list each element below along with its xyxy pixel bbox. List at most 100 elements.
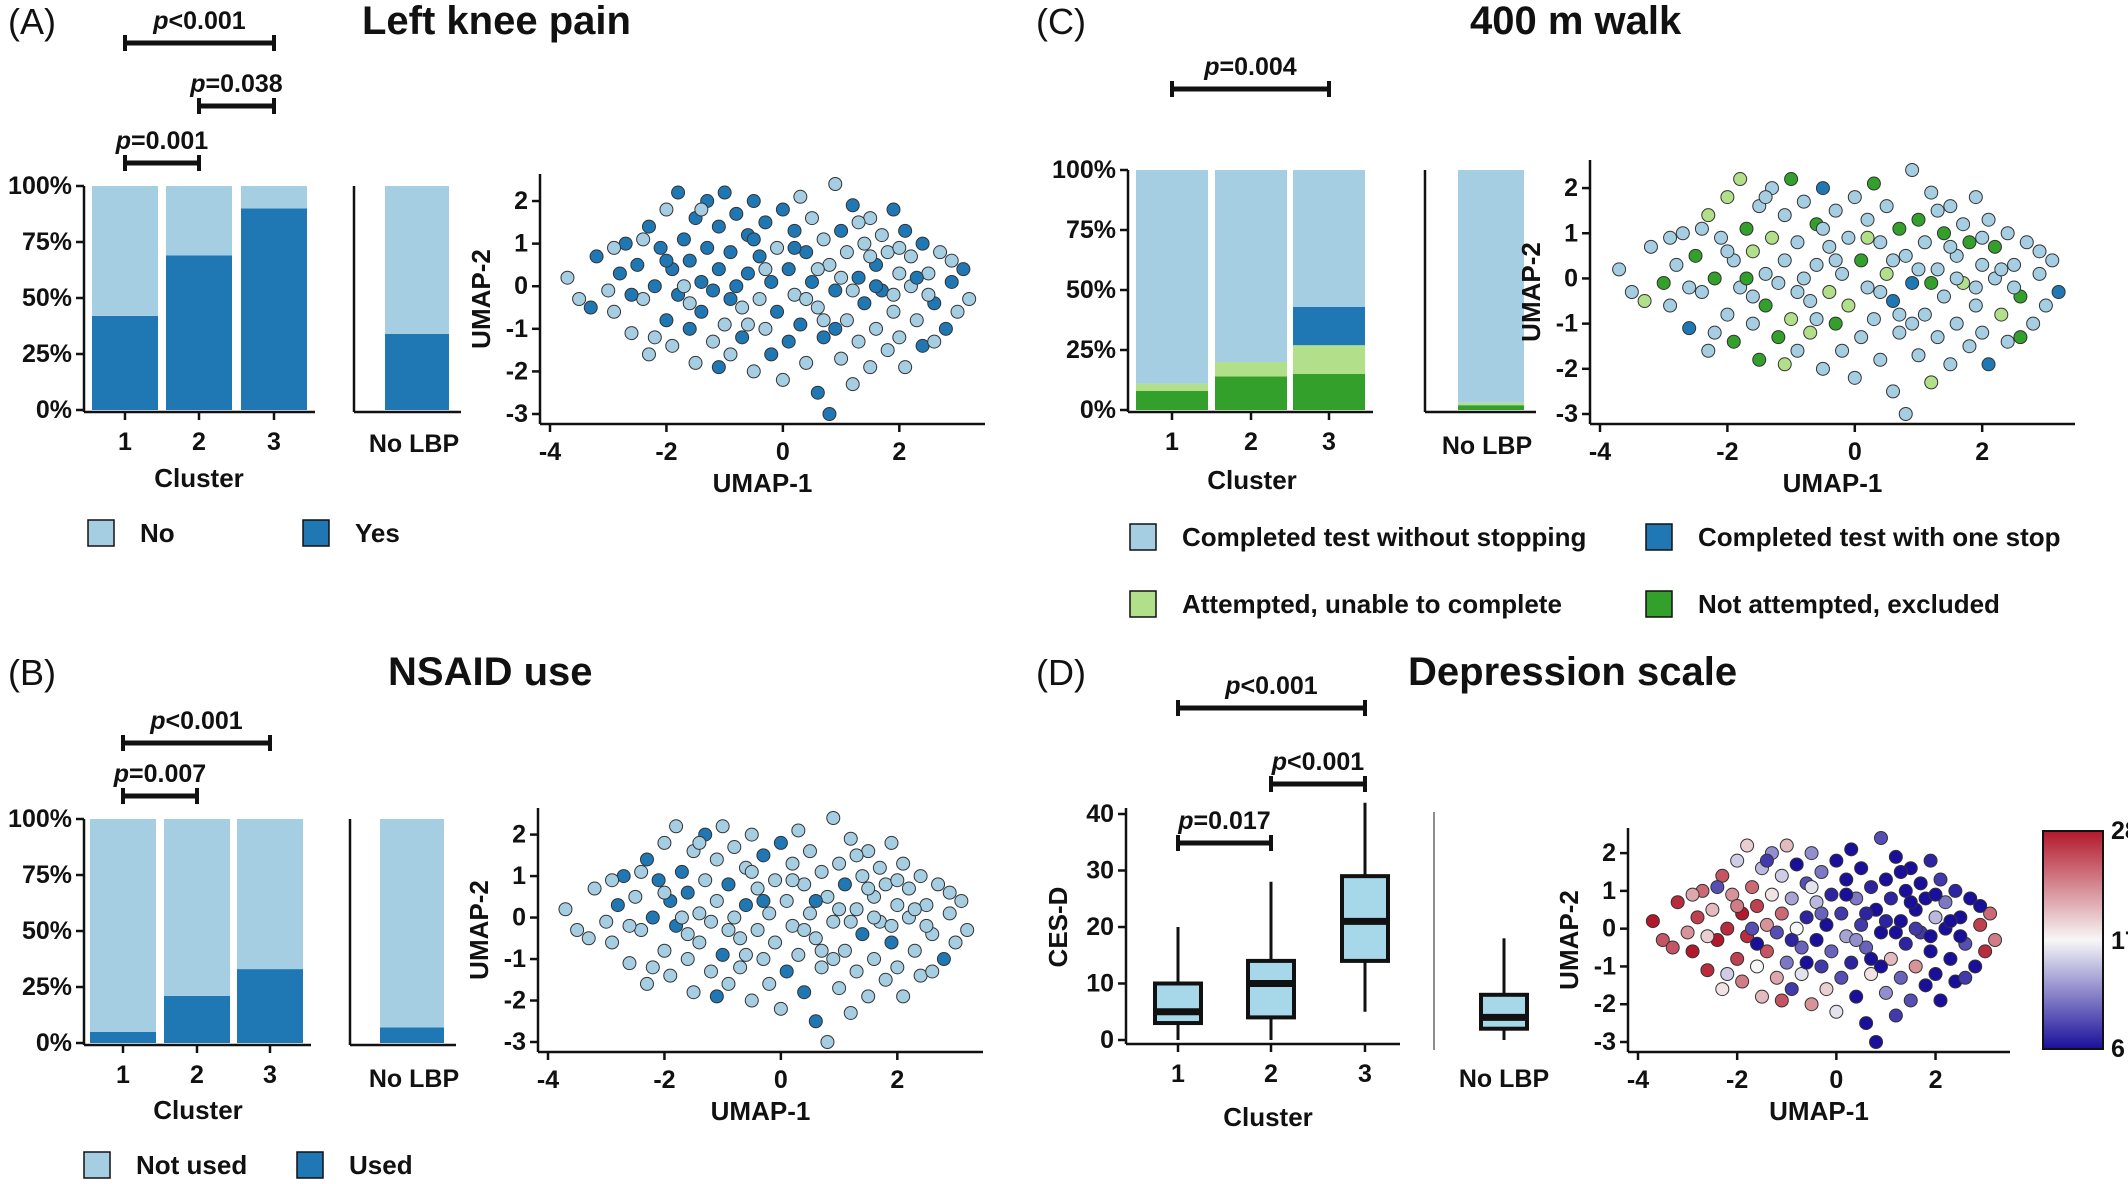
umap-point — [636, 292, 651, 306]
umap-point — [1804, 846, 1819, 861]
umap-point — [814, 864, 829, 879]
umap-point — [733, 931, 748, 946]
panel-a-title: Left knee pain — [362, 0, 631, 43]
umap-x-tick-label: -2 — [1726, 1066, 1748, 1094]
umap-x-tick-label: 0 — [774, 1066, 788, 1094]
umap-point — [723, 347, 738, 362]
umap-point — [639, 976, 654, 991]
bar-2-1 — [1215, 362, 1287, 377]
box-1-box — [1153, 981, 1203, 1026]
umap-point — [785, 856, 800, 871]
bar-1-3 — [1136, 170, 1208, 384]
umap-point — [1844, 955, 1859, 970]
umap-point — [1860, 212, 1875, 227]
bar-1-1 — [1136, 383, 1208, 391]
umap-point — [1943, 951, 1958, 966]
umap-point — [634, 864, 649, 879]
umap-point — [630, 257, 645, 272]
umap-point — [1784, 891, 1799, 906]
y-tick-label: 75% — [22, 861, 72, 889]
umap-point — [641, 347, 656, 362]
umap-point — [1841, 298, 1856, 313]
umap-point — [665, 338, 680, 353]
umap-point — [641, 219, 656, 234]
umap-point — [1824, 887, 1839, 902]
umap-point — [1873, 285, 1888, 299]
umap-point — [845, 377, 860, 392]
umap-point — [669, 819, 684, 834]
umap-point — [1928, 887, 1943, 902]
umap-point — [1873, 831, 1888, 845]
umap-point — [1710, 880, 1725, 895]
umap-point — [849, 964, 864, 979]
bar-no-lbp-1 — [1458, 402, 1524, 406]
umap-point — [1750, 959, 1765, 974]
umap-point — [857, 296, 872, 311]
panel-d-nolbp-label: No LBP — [1459, 1065, 1549, 1093]
legend-b-not-used-label: Not used — [136, 1150, 247, 1180]
umap-point — [884, 835, 899, 850]
umap-point — [954, 893, 969, 908]
umap-point — [1745, 244, 1760, 259]
umap-y-tick-label: 0 — [514, 272, 528, 300]
umap-point — [607, 240, 622, 255]
umap-point — [1958, 970, 1973, 985]
umap-point — [1688, 248, 1703, 263]
umap-point — [1675, 226, 1690, 241]
umap-point — [1975, 325, 1990, 340]
umap-point — [1878, 872, 1893, 887]
umap-point — [1930, 262, 1945, 277]
umap-point — [816, 330, 831, 345]
umap-point — [915, 338, 930, 353]
umap-point — [729, 279, 744, 294]
umap-point — [1777, 208, 1792, 223]
umap-point — [1645, 914, 1660, 929]
umap-point — [1917, 235, 1932, 250]
umap-point — [1824, 944, 1839, 959]
umap-point — [1869, 1035, 1884, 1049]
umap-point — [1873, 352, 1888, 367]
umap-point — [892, 240, 907, 255]
umap-point — [1730, 853, 1745, 868]
umap-y-tick-label: -1 — [1594, 952, 1616, 980]
umap-point — [1987, 239, 2002, 254]
umap-point — [1988, 933, 2003, 947]
panel-b-x-label: Cluster — [153, 1095, 243, 1125]
x-tick-label: 3 — [263, 1061, 277, 1089]
umap-point — [880, 245, 895, 260]
umap-point — [1764, 230, 1779, 245]
umap-point — [744, 827, 759, 842]
umap-point — [787, 240, 802, 255]
umap-point — [674, 864, 689, 879]
umap-point — [834, 270, 849, 285]
umap-point — [1834, 970, 1849, 985]
umap-point — [1720, 921, 1735, 936]
umap-point — [799, 245, 814, 260]
umap-point — [886, 304, 901, 319]
bar-no-lbp-3 — [1458, 170, 1524, 403]
umap-point — [1879, 199, 1894, 214]
umap-point — [1790, 235, 1805, 250]
umap-point — [636, 232, 651, 247]
umap-point — [676, 232, 691, 247]
umap-point — [787, 287, 802, 302]
umap-point — [779, 964, 794, 979]
bar-1-1 — [92, 186, 158, 316]
umap-point — [802, 844, 817, 859]
umap-point — [1655, 933, 1670, 947]
y-tick-label: 50% — [1066, 276, 1116, 304]
sig-bracket-1-label: p=0.007 — [113, 760, 206, 788]
umap-point — [1637, 294, 1652, 309]
box-y-tick-label: 0 — [1100, 1026, 1114, 1054]
panel-a: (A) Left knee pain 0% 25% 50% 75% 100% 1 2 3 p<0.0… — [8, 0, 985, 548]
umap-point — [1860, 280, 1875, 295]
y-tick-label: 0% — [1080, 396, 1116, 424]
umap-y-tick-label: -1 — [1556, 310, 1578, 338]
umap-point — [762, 906, 777, 921]
umap-point — [558, 902, 573, 917]
umap-point — [1936, 289, 1951, 304]
umap-point — [816, 313, 831, 328]
panel-b-nolbp-label: No LBP — [369, 1065, 459, 1093]
colorbar-tick-label: 17 — [2111, 927, 2128, 955]
umap-point — [1968, 959, 1983, 974]
